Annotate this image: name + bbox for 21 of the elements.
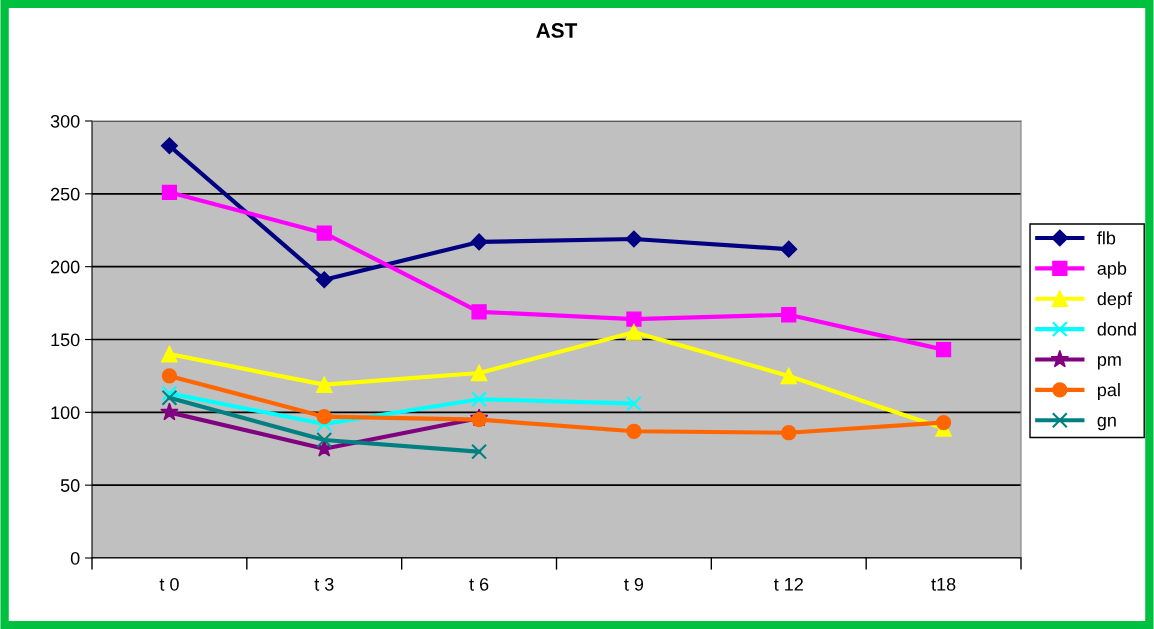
y-tick-label: 0 bbox=[70, 551, 80, 565]
y-tick-label: 250 bbox=[50, 187, 80, 201]
x-tick-label: t 12 bbox=[773, 577, 803, 591]
y-tick-label: 150 bbox=[51, 333, 80, 347]
legend-label: pal bbox=[1098, 383, 1120, 400]
legend-label: apb bbox=[1097, 261, 1127, 279]
y-tick-label: 50 bbox=[60, 479, 80, 492]
legend-label: pm bbox=[1098, 356, 1121, 370]
x-tick-label: t 3 bbox=[314, 577, 334, 591]
legend-label: flb bbox=[1097, 231, 1116, 245]
x-tick-label: t 6 bbox=[469, 577, 489, 591]
y-tick-label: 100 bbox=[51, 406, 80, 420]
chart-title: AST bbox=[536, 23, 578, 38]
x-tick-label: t 0 bbox=[159, 577, 179, 591]
y-tick-label: 200 bbox=[50, 260, 80, 274]
legend-label: dond bbox=[1097, 322, 1136, 336]
x-tick-label: t18 bbox=[931, 577, 956, 591]
legend-label: gn bbox=[1097, 416, 1116, 431]
y-tick-label: 300 bbox=[50, 114, 80, 128]
legend-label: depf bbox=[1097, 291, 1132, 309]
x-tick-label: t 9 bbox=[624, 577, 644, 591]
